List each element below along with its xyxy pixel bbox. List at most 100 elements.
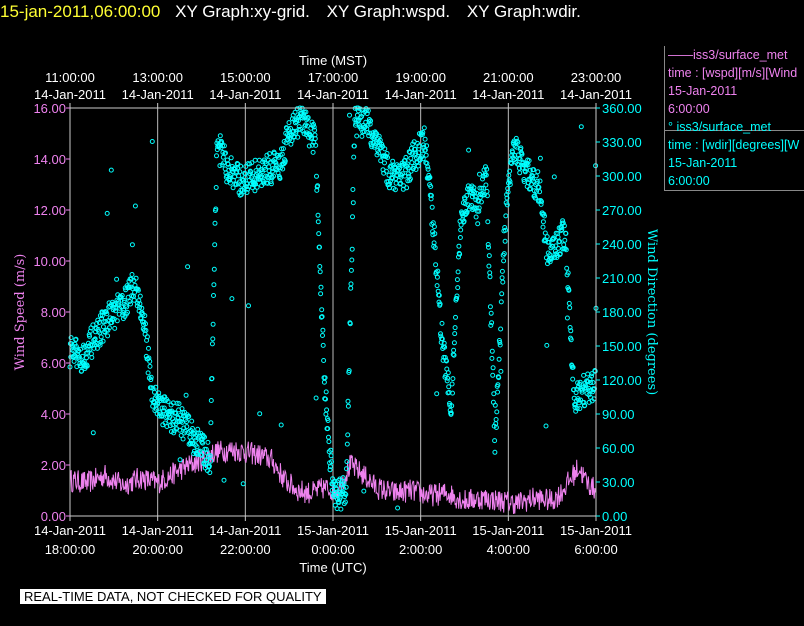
wind-direction-point [445, 370, 451, 376]
bottom-tick-time: 0:00:00 [311, 542, 354, 557]
wind-direction-point [323, 396, 328, 402]
wind-direction-point [568, 328, 574, 334]
wind-direction-point [210, 336, 216, 342]
wind-direction-point [454, 296, 460, 301]
wind-direction-point [347, 112, 352, 118]
wind-direction-point [145, 370, 151, 376]
wind-direction-point [185, 264, 191, 270]
wind-direction-point [461, 218, 467, 224]
wind-direction-point [190, 441, 196, 447]
wind-direction-point [395, 505, 401, 511]
wind-direction-point [319, 307, 325, 313]
wind-direction-point [458, 227, 464, 233]
legend-wspd-line2: time : [wspd][m/s][Wind [668, 66, 798, 80]
wind-direction-point [450, 376, 456, 382]
wind-direction-point [342, 499, 348, 505]
wind-direction-point [161, 405, 167, 411]
wind-direction-point [387, 181, 393, 187]
wind-direction-point [189, 418, 195, 424]
wind-direction-point [97, 342, 103, 348]
right-tick-label: 300.00 [602, 169, 642, 184]
wind-direction-point [423, 152, 429, 158]
wind-direction-point [425, 166, 431, 172]
wind-direction-point [560, 220, 566, 226]
wind-direction-point [99, 315, 105, 321]
wind-direction-point [553, 243, 559, 249]
wind-direction-point [480, 176, 485, 182]
wind-direction-point [82, 343, 88, 349]
wind-direction-point [119, 293, 125, 298]
wind-direction-point [71, 358, 77, 364]
wind-direction-point [315, 219, 321, 225]
wind-direction-point [434, 283, 440, 289]
wind-direction-point [557, 239, 563, 244]
wind-direction-point [409, 160, 415, 166]
wind-direction-point [213, 185, 219, 190]
wind-direction-point [478, 199, 484, 205]
legend-wspd-line3: 15-Jan-2011 [668, 84, 738, 98]
wind-direction-point [445, 375, 451, 381]
wind-direction-point [552, 248, 558, 254]
wind-direction-point [367, 121, 373, 127]
bottom-tick-date: 15-Jan-2011 [472, 523, 544, 538]
wind-direction-point [186, 413, 192, 419]
wind-direction-point [108, 167, 114, 173]
wind-direction-point [79, 368, 85, 374]
wind-direction-point [162, 398, 168, 404]
wind-direction-point [328, 447, 334, 453]
wind-direction-point [195, 426, 201, 432]
wind-speed-line [69, 440, 597, 515]
wind-direction-point [462, 201, 468, 207]
wind-direction-point [104, 210, 110, 216]
wind-direction-point [427, 174, 433, 180]
wind-direction-point [326, 439, 332, 445]
wind-direction-point [589, 373, 594, 379]
wind-direction-point [217, 163, 223, 169]
wind-direction-point [230, 185, 236, 191]
wind-direction-point [442, 344, 448, 350]
wind-direction-point [444, 378, 450, 384]
wind-direction-point [317, 244, 322, 250]
wind-direction-point [425, 164, 431, 170]
wind-direction-point [347, 321, 353, 327]
wind-direction-point [544, 342, 550, 348]
wind-direction-point [236, 173, 242, 179]
wind-direction-point [311, 124, 317, 130]
wind-direction-point [288, 125, 293, 131]
wind-direction-point [84, 363, 90, 369]
wind-direction-point [544, 234, 550, 240]
wind-direction-point [325, 418, 331, 423]
wind-direction-point [350, 200, 356, 206]
legend-wdir-line2: time : [wdir][degrees][W [668, 138, 800, 152]
wind-direction-point [496, 375, 502, 381]
wind-direction-point [85, 346, 91, 352]
wind-direction-point [349, 257, 355, 263]
wind-direction-point [550, 244, 556, 249]
wind-direction-point [486, 253, 492, 259]
wind-direction-point [133, 275, 139, 281]
wind-direction-point [492, 402, 498, 408]
wind-direction-point [449, 381, 455, 387]
wind-direction-point [96, 320, 102, 325]
right-tick-label: 210.00 [602, 271, 642, 286]
wind-direction-point [342, 491, 348, 497]
wind-direction-point [258, 173, 264, 179]
wind-direction-point [277, 176, 283, 181]
left-tick-label: 0.00 [41, 509, 66, 524]
wind-direction-point [526, 158, 532, 164]
wind-direction-point [212, 242, 218, 248]
wind-direction-point [211, 266, 217, 272]
wind-direction-point [464, 193, 470, 198]
wind-direction-point [413, 167, 419, 172]
wind-direction-point [499, 268, 505, 274]
quality-disclaimer: REAL-TIME DATA, NOT CHECKED FOR QUALITY [20, 589, 326, 604]
wind-direction-point [341, 485, 346, 491]
wind-direction-point [137, 301, 143, 307]
wind-direction-point [432, 231, 438, 237]
wind-direction-point [126, 284, 132, 290]
wind-direction-point [268, 181, 274, 187]
wind-direction-point [428, 184, 434, 189]
wind-direction-point [578, 124, 584, 130]
top-tick-time: 13:00:00 [132, 70, 183, 85]
wind-direction-point [549, 255, 555, 261]
